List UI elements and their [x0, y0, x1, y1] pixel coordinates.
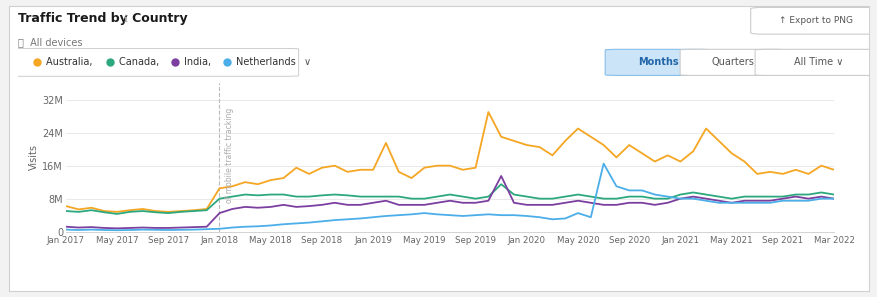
- Text: of mobile traffic tracking: of mobile traffic tracking: [225, 108, 233, 203]
- Text: ℹ: ℹ: [123, 14, 127, 23]
- Text: India,: India,: [183, 57, 217, 67]
- Text: Traffic Trend by Country: Traffic Trend by Country: [18, 12, 187, 25]
- Text: Months: Months: [638, 57, 678, 67]
- FancyBboxPatch shape: [750, 7, 877, 34]
- FancyBboxPatch shape: [604, 49, 711, 75]
- FancyBboxPatch shape: [1, 48, 298, 76]
- Text: Canada,: Canada,: [118, 57, 165, 67]
- Text: All Time ∨: All Time ∨: [794, 57, 843, 67]
- FancyBboxPatch shape: [754, 49, 877, 75]
- Text: Netherlands: Netherlands: [235, 57, 295, 67]
- Text: Australia,: Australia,: [46, 57, 98, 67]
- Text: Quarters: Quarters: [711, 57, 754, 67]
- Text: 🗒  All devices: 🗒 All devices: [18, 37, 82, 47]
- Text: ↑ Export to PNG: ↑ Export to PNG: [778, 16, 852, 25]
- FancyBboxPatch shape: [680, 49, 786, 75]
- Y-axis label: Visits: Visits: [30, 144, 39, 170]
- Text: ∨: ∨: [303, 57, 310, 67]
